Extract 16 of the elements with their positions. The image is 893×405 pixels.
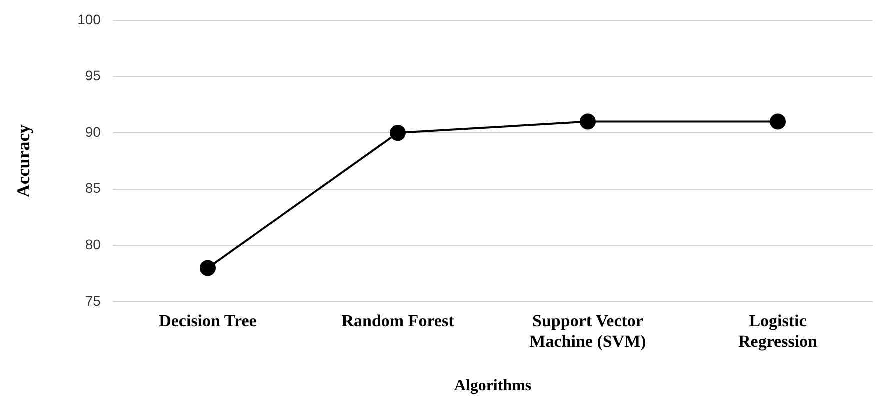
point bbox=[200, 260, 216, 276]
x-axis-title: Algorithms bbox=[454, 378, 532, 395]
y-tick-label: 100 bbox=[78, 11, 102, 28]
point bbox=[770, 114, 786, 130]
y-tick-label: 75 bbox=[85, 292, 102, 309]
x-tick-label: Decision Tree bbox=[159, 312, 258, 331]
point bbox=[390, 125, 406, 142]
y-axis-title: Accuracy bbox=[13, 124, 34, 198]
y-tick-label: 95 bbox=[85, 68, 102, 84]
x-tick-label: Random Forest bbox=[342, 312, 455, 331]
x-tick-label: Logistic Regression bbox=[738, 312, 818, 351]
point bbox=[580, 114, 596, 130]
y-tick-label: 85 bbox=[85, 180, 102, 196]
x-tick-label: Support Vector Machine (SVM) bbox=[530, 312, 646, 351]
y-tick-label: 80 bbox=[85, 236, 102, 253]
y-tick-label: 90 bbox=[85, 124, 102, 140]
